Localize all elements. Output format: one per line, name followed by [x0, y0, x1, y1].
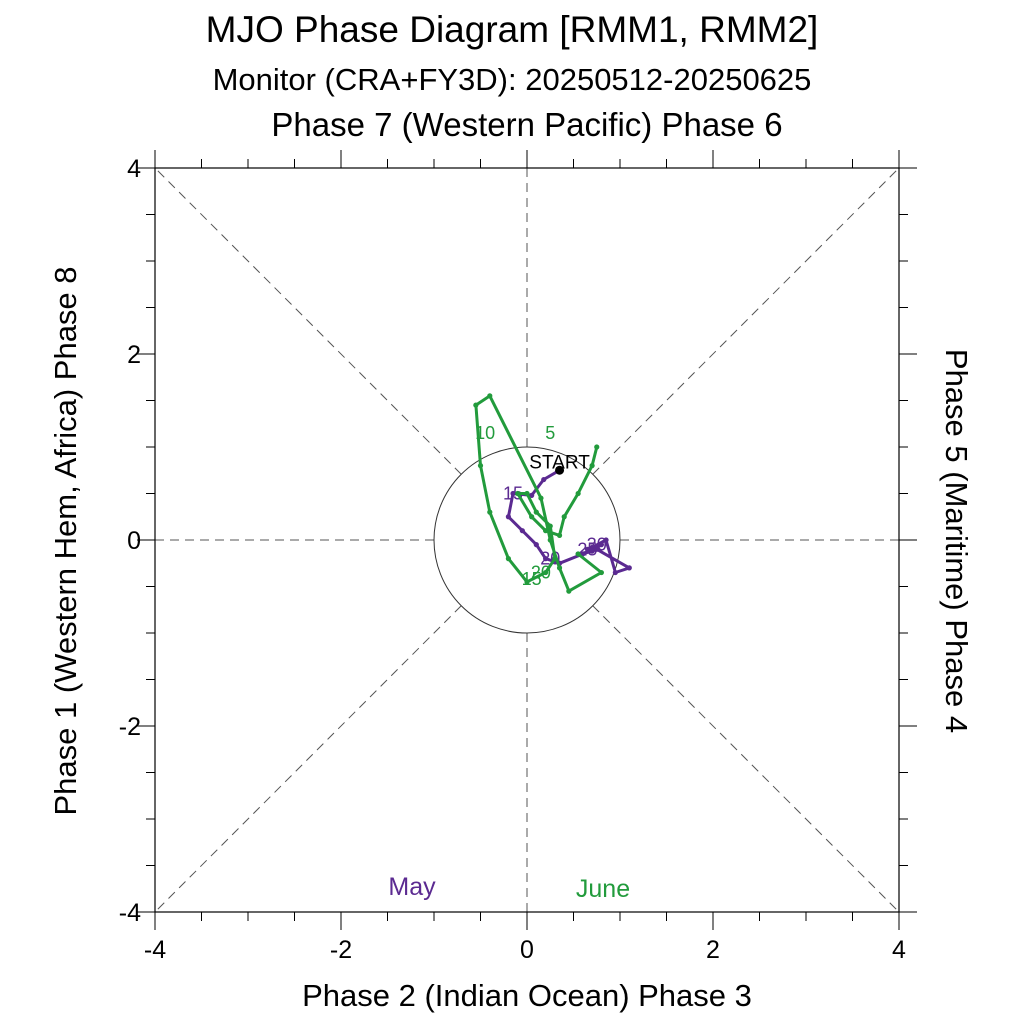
data-point-may	[543, 556, 549, 562]
data-point-june	[524, 490, 530, 497]
data-point-june	[566, 588, 572, 594]
data-point-june	[477, 463, 484, 469]
y-tick-label: 4	[127, 155, 141, 183]
x-tick-label: -4	[144, 936, 166, 964]
x-tick-label: 0	[520, 936, 534, 964]
y-tick-label: 0	[127, 527, 141, 555]
data-point-may	[505, 514, 511, 520]
day-label-may: 25	[577, 539, 597, 559]
data-point-may	[584, 546, 591, 552]
data-point-june	[556, 532, 563, 538]
data-point-may	[510, 490, 516, 497]
y-tick-label: -4	[119, 899, 141, 927]
data-point-june	[547, 537, 553, 543]
y-tick-label: 2	[127, 341, 141, 369]
axis-ticks	[137, 150, 917, 930]
day-label-june: 15	[522, 569, 542, 589]
day-label-may: 15	[503, 484, 523, 504]
data-point-may	[603, 537, 609, 543]
diagonal-guide	[154, 605, 462, 913]
data-point-june	[561, 514, 567, 520]
legend-june: June	[576, 875, 630, 903]
x-tick-label: -2	[330, 936, 352, 964]
data-point-may	[612, 569, 618, 576]
data-point-may	[519, 528, 525, 534]
data-point-june	[505, 556, 511, 562]
chart-title: MJO Phase Diagram [RMM1, RMM2]	[206, 9, 819, 50]
data-point-may	[626, 565, 632, 571]
data-point-may	[533, 542, 539, 548]
data-point-june	[575, 551, 581, 557]
legend-may: May	[388, 873, 436, 901]
data-point-june	[487, 393, 493, 399]
data-point-june	[538, 495, 544, 501]
data-point-june	[543, 528, 549, 534]
x-tick-label: 4	[892, 936, 906, 964]
right-axis-label: Phase 5 (Maritime) Phase 4	[939, 349, 974, 733]
unit-circle	[433, 446, 621, 634]
phase-guides	[154, 167, 900, 913]
data-point-june	[589, 463, 595, 469]
diagonal-guide	[154, 167, 462, 475]
phase-label-top: Phase 7 (Western Pacific) Phase 6	[271, 106, 782, 143]
data-point-june	[473, 402, 479, 408]
data-point-june	[556, 565, 563, 571]
chart-subtitle: Monitor (CRA+FY3D): 20250512-20250625	[213, 62, 812, 97]
data-point-june	[575, 490, 581, 497]
series-line-may	[506, 469, 631, 574]
data-point-june	[515, 490, 521, 497]
start-label: START	[529, 452, 590, 473]
day-label-june: 5	[545, 423, 555, 443]
data-point-june	[552, 556, 558, 562]
data-point-june	[598, 569, 605, 576]
day-label-june: 10	[475, 423, 495, 443]
start-marker	[555, 465, 565, 475]
day-label-may: 30	[587, 535, 607, 555]
axis-tick-labels: -4 -2 0 2 4 -4 -2 0 2 4	[119, 155, 906, 964]
data-point-june	[533, 509, 539, 515]
start-marker-group: START	[529, 452, 590, 475]
data-point-may	[541, 476, 547, 483]
data-point-june	[524, 579, 530, 585]
data-point-may	[589, 548, 595, 554]
x-axis-label: Phase 2 (Indian Ocean) Phase 3	[302, 978, 752, 1013]
diagonal-guide	[592, 167, 900, 475]
y-tick-label: -2	[119, 713, 141, 741]
x-tick-label: 2	[706, 936, 720, 964]
day-label-june: 20	[531, 563, 551, 583]
data-point-june	[529, 514, 535, 520]
data-point-june	[487, 509, 493, 515]
data-point-june	[594, 444, 600, 450]
data-point-june	[543, 569, 549, 576]
data-point-may	[529, 492, 535, 498]
y-axis-label: Phase 1 (Western Hem, Africa) Phase 8	[48, 266, 83, 815]
data-point-may	[598, 542, 605, 548]
diagonal-guide	[592, 605, 900, 913]
data-point-june	[547, 523, 553, 529]
